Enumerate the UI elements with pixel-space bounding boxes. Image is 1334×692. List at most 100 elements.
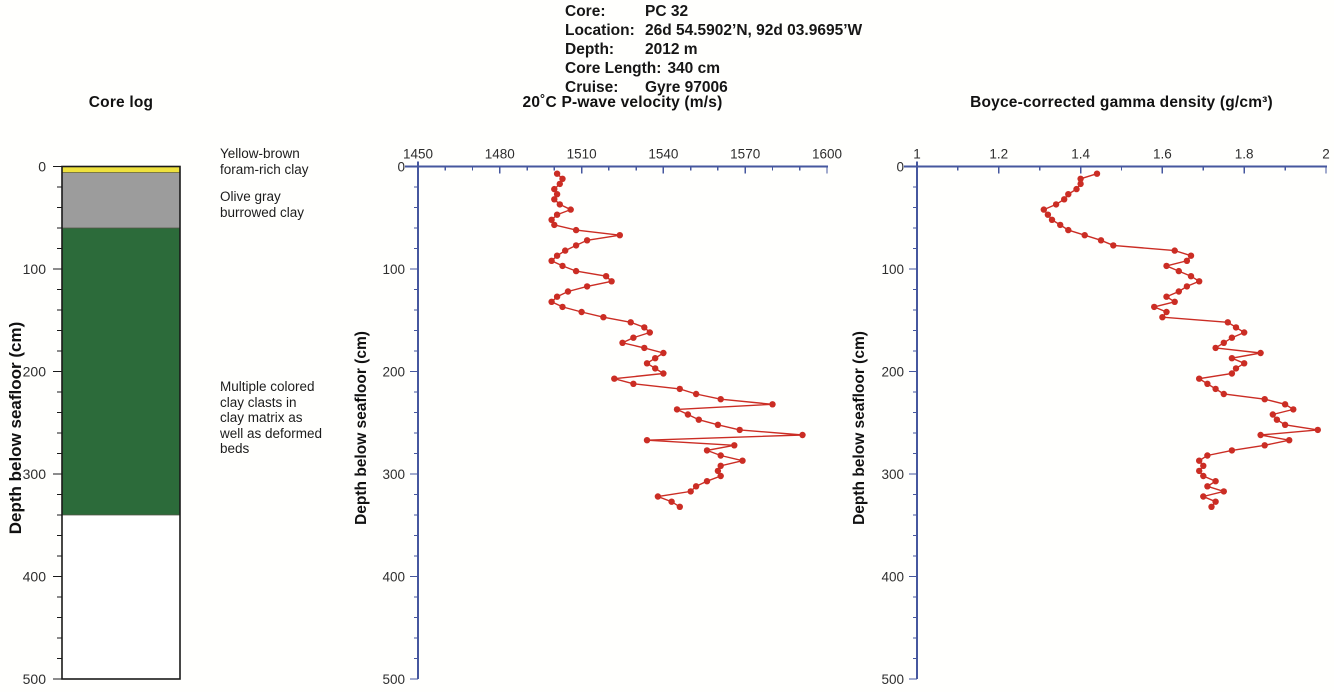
tick-label: 1.4 <box>1071 147 1090 162</box>
data-point <box>1175 288 1183 295</box>
header-row-core-length: Core Length: 340 cm <box>565 59 862 78</box>
header-value-cruise: Gyre 97006 <box>645 79 728 96</box>
data-point <box>556 201 563 208</box>
axis-lines <box>405 161 828 679</box>
tick-label: 1.8 <box>1235 147 1254 162</box>
data-point <box>583 237 591 244</box>
data-point <box>1163 262 1170 270</box>
data-point <box>1241 360 1248 367</box>
data-point <box>602 273 610 280</box>
header-row-depth: Depth: 2012 m <box>565 40 862 59</box>
tick-label: 100 <box>382 262 405 277</box>
tick-label: 0 <box>397 159 405 174</box>
data-point <box>660 370 667 377</box>
data-point <box>556 180 563 188</box>
data-point <box>564 288 572 295</box>
data-point <box>1163 293 1170 300</box>
data-point <box>1196 375 1203 382</box>
data-point <box>1200 462 1207 469</box>
data-point <box>641 324 648 331</box>
data-point <box>1052 201 1060 208</box>
data-point <box>1077 175 1084 182</box>
data-point <box>1281 421 1289 428</box>
header-row-cruise: Cruise: Gyre 97006 <box>565 78 862 97</box>
tick-label: 1600 <box>812 147 842 162</box>
core-layer-layer_yellow <box>62 166 180 173</box>
data-point <box>1065 191 1072 198</box>
data-point <box>611 375 618 382</box>
data-point <box>559 262 566 270</box>
data-point <box>1257 349 1264 357</box>
header-label-core-length: Core Length: <box>565 60 662 77</box>
data-point <box>692 390 700 398</box>
data-point <box>583 283 591 290</box>
data-point <box>714 421 722 428</box>
tick-label: 500 <box>881 672 904 687</box>
data-point <box>646 329 653 336</box>
data-point <box>1196 457 1203 464</box>
data-point <box>1044 211 1052 218</box>
tick-label: 0 <box>38 158 46 174</box>
tick-label: 200 <box>382 364 405 379</box>
data-point <box>572 267 580 275</box>
core-log-depth-labels: 0 100 200 300 400 500 <box>23 158 47 686</box>
data-point <box>1196 467 1203 475</box>
data-point <box>627 319 634 326</box>
tick-label: 1450 <box>403 147 433 162</box>
axis-tick-labels: 1 1.2 1.4 1.6 1.8 2 0 100 200 300 400 500 <box>881 147 1329 687</box>
data-point <box>703 478 711 485</box>
data-series <box>1040 170 1322 510</box>
data-point <box>551 221 558 229</box>
data-point <box>676 503 683 510</box>
data-point <box>1196 278 1203 285</box>
data-point <box>1204 452 1211 459</box>
data-point <box>1048 216 1056 223</box>
data-point <box>1290 406 1297 413</box>
tick-label: 1510 <box>567 147 597 162</box>
tick-label: 1540 <box>648 147 678 162</box>
data-point <box>654 493 662 500</box>
data-point <box>739 457 746 464</box>
header-label-depth: Depth: <box>565 41 615 58</box>
tick-label: 200 <box>881 364 904 379</box>
data-point <box>673 406 681 413</box>
data-point <box>553 293 561 300</box>
data-point <box>572 226 580 234</box>
data-point <box>1171 247 1178 254</box>
data-point <box>1208 503 1215 510</box>
core-log-depth-axis <box>53 165 62 680</box>
data-point <box>1040 206 1048 213</box>
tick-label: 100 <box>881 262 904 277</box>
tick-label: 400 <box>881 569 904 584</box>
data-point <box>1314 426 1322 434</box>
header-label-core: Core: <box>565 3 606 20</box>
data-point <box>641 344 648 352</box>
data-point <box>559 303 566 311</box>
header-label-cruise: Cruise: <box>565 79 619 96</box>
data-point <box>1269 411 1277 418</box>
data-point <box>714 467 722 475</box>
data-point <box>1220 488 1228 495</box>
data-point <box>1273 416 1281 423</box>
annotation-clay-clasts: Multiple colored clay clasts in clay mat… <box>220 379 323 456</box>
data-point <box>1171 298 1178 305</box>
data-point <box>553 191 561 198</box>
data-point <box>1261 442 1268 449</box>
data-point <box>1073 185 1080 193</box>
series-line <box>1042 173 1318 508</box>
core-column-outline <box>61 165 181 680</box>
gamma-chart-title: Boyce-corrected gamma density (g/cm³) <box>970 94 1273 111</box>
data-point <box>559 175 566 182</box>
data-point <box>717 452 724 459</box>
tick-label: 500 <box>382 672 405 687</box>
tick-label: 1 <box>913 147 921 162</box>
data-point <box>692 483 700 490</box>
data-point <box>1061 196 1068 203</box>
data-point <box>799 431 806 439</box>
data-point <box>1200 493 1207 500</box>
header-value-depth: 2012 m <box>645 41 698 58</box>
header-block: Core: PC 32 Location: 26d 54.5902’N, 92d… <box>565 2 862 97</box>
